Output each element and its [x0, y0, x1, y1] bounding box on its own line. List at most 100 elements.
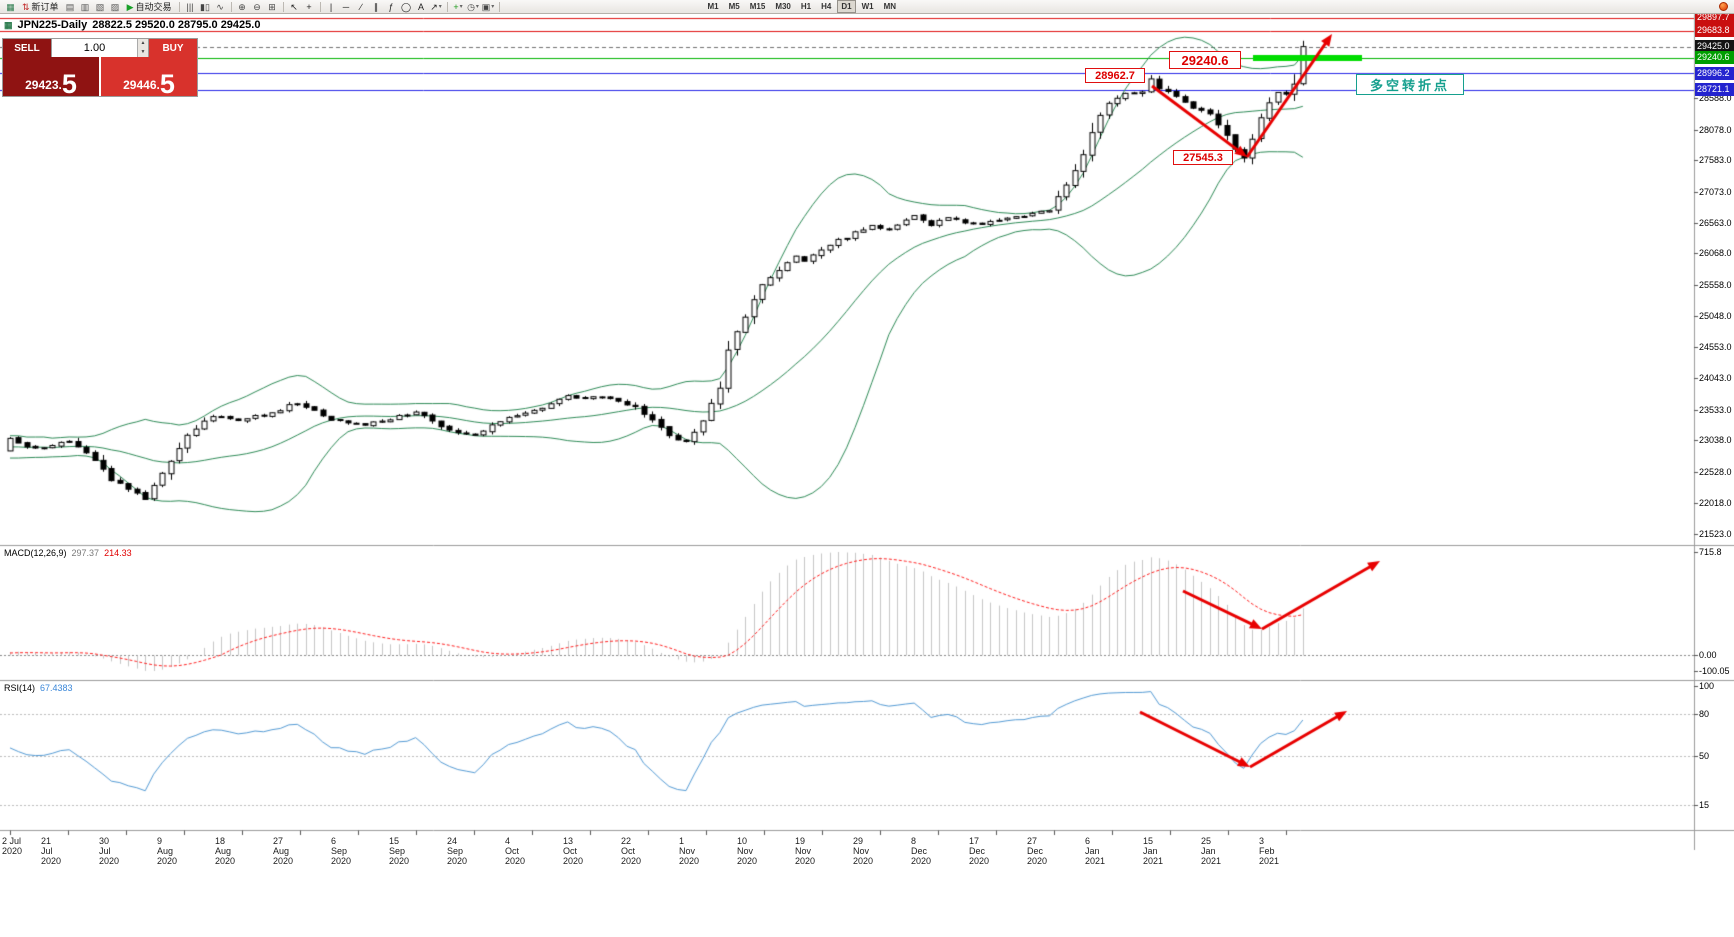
cursor-icon[interactable]: ↖	[288, 1, 301, 13]
new-order-button[interactable]: ⇅ 新订单	[19, 1, 62, 13]
dropdown-arrow-icon: ▾	[459, 3, 463, 10]
navigator-icon[interactable]: ▧	[94, 1, 107, 13]
text-label-icon[interactable]: A	[415, 1, 428, 13]
toolbar-separator	[282, 1, 284, 12]
timeframe-m15-button[interactable]: M15	[749, 2, 766, 11]
date-label: 15 Jan 2021	[1143, 836, 1164, 866]
timeframe-m30-button[interactable]: M30	[775, 2, 791, 11]
vertical-line-icon: |	[329, 1, 333, 12]
market-watch-icon: ▤	[65, 1, 75, 12]
date-label: 6 Sep 2020	[331, 836, 352, 866]
rsi-axis-label: 100	[1699, 681, 1715, 691]
date-label: 19 Nov 2020	[795, 836, 816, 866]
price-axis-label: 25048.0	[1699, 311, 1732, 322]
price-level-chip: 29425.0	[1695, 40, 1734, 54]
horizontal-line-icon[interactable]: ─	[340, 1, 353, 13]
date-label: 27 Aug 2020	[273, 836, 294, 866]
price-axis-label: 26563.0	[1699, 217, 1732, 228]
buy-price-main: 29446.	[123, 78, 160, 92]
line-chart-icon[interactable]: ∿	[214, 1, 227, 13]
periods-icon[interactable]: ◷ ▾	[467, 1, 480, 13]
date-label: 2 Jul 2020	[2, 836, 23, 856]
timeframe-m1-button[interactable]: M1	[707, 2, 719, 11]
crosshair-icon: +	[306, 1, 312, 12]
price-annotation: 28962.7	[1085, 68, 1145, 83]
timeframe-d1-button[interactable]: D1	[837, 0, 856, 13]
date-label: 1 Nov 2020	[679, 836, 700, 866]
sell-price-main: 29423.	[25, 78, 62, 92]
chart-ohlc-values: 28822.5 29520.0 28795.0 29425.0	[92, 19, 261, 31]
macd-axis-label: 0.00	[1699, 650, 1717, 660]
sell-button[interactable]: SELL	[3, 39, 51, 57]
price-level-chip: 28721.1	[1695, 83, 1734, 97]
price-level-chip: 29897.7	[1695, 11, 1734, 24]
fibonacci-icon[interactable]: ƒ	[385, 1, 398, 13]
zoom-out-icon: ⊖	[253, 1, 261, 12]
toolbar-separator	[178, 1, 180, 12]
buy-button[interactable]: BUY	[149, 39, 197, 57]
dropdown-arrow-icon: ▾	[438, 3, 442, 10]
shapes-icon: ◯	[400, 1, 412, 12]
sell-price-display[interactable]: 29423. 5	[3, 57, 99, 98]
date-label: 29 Nov 2020	[853, 836, 874, 866]
toolbar-separator	[446, 1, 448, 12]
price-axis-label: 24553.0	[1699, 341, 1732, 352]
market-watch-icon[interactable]: ▤	[64, 1, 77, 13]
templates-icon: ▣	[481, 1, 491, 12]
bars-chart-icon: |||	[186, 1, 194, 12]
timeframe-mn-button[interactable]: MN	[883, 2, 897, 11]
trendline-icon[interactable]: ∕	[355, 1, 368, 13]
date-label: 30 Jul 2020	[99, 836, 120, 866]
data-window-icon[interactable]: ▥	[79, 1, 92, 13]
price-axis-label: 25558.0	[1699, 279, 1732, 290]
macd-name: MACD(12,26,9)	[4, 548, 67, 558]
candlestick-chart-icon[interactable]: ▮▯	[199, 1, 212, 13]
macd-signal-value: 214.33	[104, 548, 132, 558]
date-label: 18 Aug 2020	[215, 836, 236, 866]
macd-axis-label: -100.05	[1699, 666, 1730, 676]
autotrade-button-label: 自动交易	[135, 2, 172, 12]
chart-symbol-label: JPN225-Daily	[17, 19, 88, 31]
buy-price-display[interactable]: 29446. 5	[101, 57, 197, 100]
bars-chart-icon[interactable]: |||	[184, 1, 197, 13]
timeframe-h4-button[interactable]: H4	[821, 2, 832, 11]
zoom-out-icon[interactable]: ⊖	[251, 1, 264, 13]
tile-windows-icon[interactable]: ⊞	[266, 1, 279, 13]
date-label: 6 Jan 2021	[1085, 836, 1106, 866]
volume-decrease-button[interactable]: ▼	[138, 48, 148, 57]
terminal-icon[interactable]: ▨	[109, 1, 122, 13]
navigator-icon: ▧	[95, 1, 105, 12]
terminal-icon: ▨	[110, 1, 120, 12]
volume-increase-button[interactable]: ▲	[138, 39, 148, 48]
volume-spinner: ▲ ▼	[137, 39, 148, 57]
indicators-icon[interactable]: + ▾	[452, 1, 465, 13]
macd-main-value: 297.37	[71, 548, 100, 558]
volume-input[interactable]	[52, 39, 137, 57]
rsi-axis-label: 15	[1699, 800, 1710, 810]
arrow-objects-icon[interactable]: ↗ ▾	[430, 1, 443, 13]
shapes-icon[interactable]: ◯	[400, 1, 413, 13]
crosshair-icon[interactable]: +	[303, 1, 316, 13]
vertical-line-icon[interactable]: |	[325, 1, 338, 13]
date-label: 9 Aug 2020	[157, 836, 178, 866]
chart-title: ▦ JPN225-Daily 28822.5 29520.0 28795.0 2…	[4, 19, 260, 31]
buy-price-big-digit: 5	[159, 69, 175, 100]
timeframe-w1-button[interactable]: W1	[861, 2, 874, 11]
rsi-indicator-label: RSI(14) 67.4383	[4, 683, 78, 693]
autotrade-button[interactable]: ▶ 自动交易	[124, 1, 175, 13]
volume-field: ▲ ▼	[51, 39, 149, 57]
templates-icon[interactable]: ▣ ▾	[482, 1, 495, 13]
timeframe-m5-button[interactable]: M5	[728, 2, 740, 11]
chart-window-icon[interactable]: ▦	[4, 1, 17, 13]
new-order-icon: ⇅	[22, 1, 30, 12]
price-axis-label: 23533.0	[1699, 404, 1732, 415]
toolbar-separator	[498, 1, 500, 12]
equidistant-channel-icon[interactable]: ∥	[370, 1, 383, 13]
zoom-in-icon[interactable]: ⊕	[236, 1, 249, 13]
rsi-axis-label: 50	[1699, 751, 1710, 761]
price-annotation: 29240.6	[1169, 51, 1241, 69]
timeframe-h1-button[interactable]: H1	[800, 2, 812, 11]
new-order-button-label: 新订单	[31, 2, 59, 12]
